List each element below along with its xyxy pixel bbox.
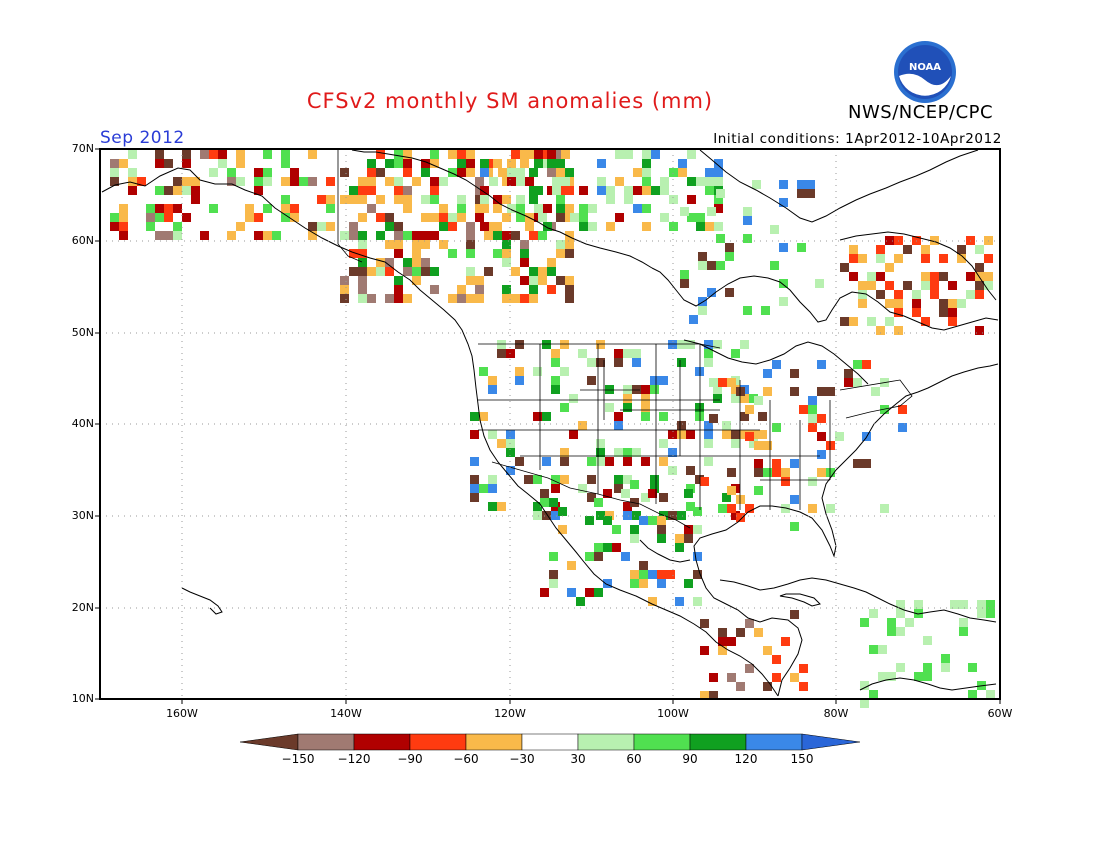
coastlines [101,149,999,697]
lat-label: 50N [71,326,94,339]
colorbar-segment [409,733,467,751]
lon-label: 140W [330,707,362,720]
colorbar-segment [465,733,523,751]
colorbar [239,733,861,751]
colorbar-label: 90 [682,752,698,766]
colorbar-label: −120 [337,752,371,766]
lat-label: 10N [71,692,94,705]
lon-label: 80W [823,707,849,720]
anomaly-cells [110,150,995,708]
colorbar-arrow-left [239,733,299,751]
colorbar-label: −150 [281,752,315,766]
noaa-logo: NOAA [894,41,956,103]
logo-text: NOAA [909,62,941,73]
chart-title: CFSv2 monthly SM anomalies (mm) [306,89,714,113]
colorbar-segment [297,733,355,751]
colorbar-segment [689,733,747,751]
lon-label: 60W [987,707,1013,720]
lat-label: 20N [71,601,94,614]
colorbar-segment [521,733,579,751]
colorbar-label: −30 [509,752,535,766]
agency-label: NWS/NCEP/CPC [848,102,994,123]
political-boundaries [337,150,913,529]
colorbar-arrow-right [801,733,861,751]
colorbar-label: 60 [626,752,642,766]
colorbar-label: 120 [734,752,758,766]
graticule [100,149,1000,699]
lat-label: 30N [71,509,94,522]
colorbar-segment [745,733,803,751]
colorbar-label: −60 [453,752,479,766]
lat-label: 60N [71,234,94,247]
colorbar-label: 30 [570,752,586,766]
lat-label: 70N [71,142,94,155]
lat-label: 40N [71,417,94,430]
initial-conditions: Initial conditions: 1Apr2012-10Apr2012 [713,131,1002,147]
lon-label: 160W [166,707,198,720]
lon-label: 120W [494,707,526,720]
colorbar-segment [577,733,635,751]
colorbar-segment [353,733,411,751]
colorbar-label: 150 [790,752,814,766]
colorbar-label: −90 [397,752,423,766]
lon-label: 100W [657,707,689,720]
colorbar-segment [633,733,691,751]
month-label: Sep 2012 [100,128,185,148]
